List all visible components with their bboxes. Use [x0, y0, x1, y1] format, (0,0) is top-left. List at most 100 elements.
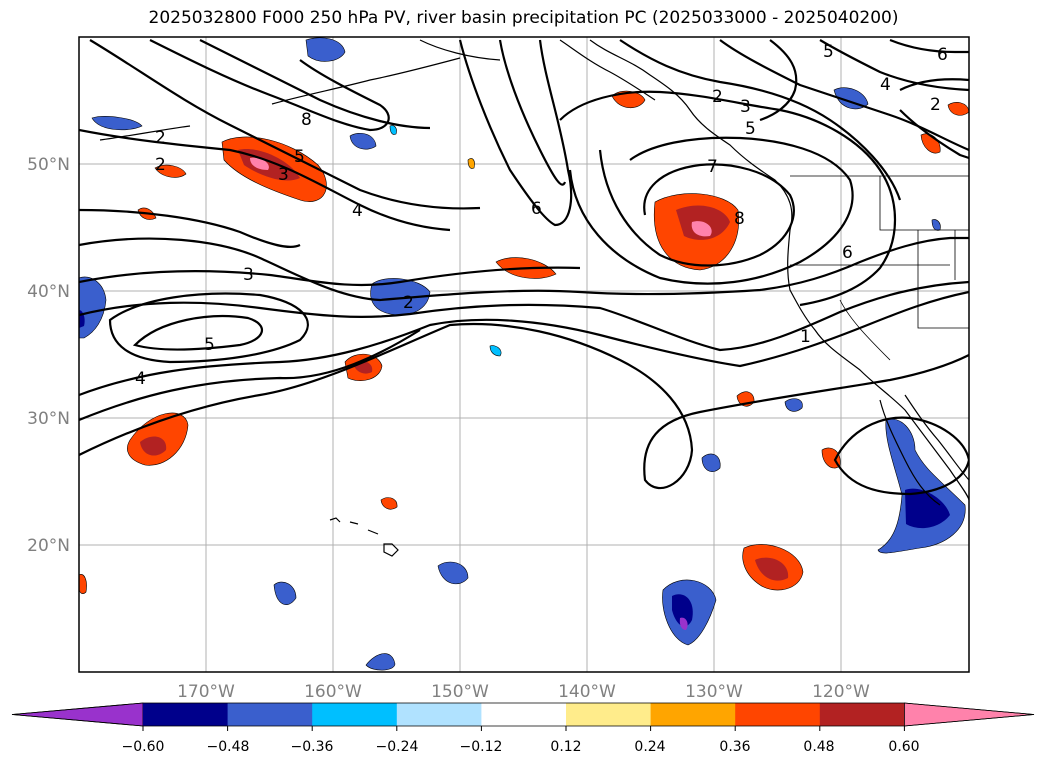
colorbar [11, 702, 1035, 731]
pv-contour [79, 266, 581, 287]
contour-label: 5 [294, 147, 305, 167]
lon-label: 140°W [558, 682, 616, 702]
precip-blob-neg [833, 87, 869, 110]
precip-blob-neg [349, 133, 377, 150]
pv-contour [199, 39, 431, 130]
aleutian-islands [99, 57, 461, 141]
pv-contour [568, 136, 854, 285]
precip-blob-pos [755, 557, 789, 581]
latitude-labels: 20°N 30°N 40°N 50°N [27, 155, 70, 556]
precip-blob-neg [905, 488, 950, 529]
colorbar-segment [819, 703, 905, 726]
pv-contour [89, 39, 481, 210]
pv-contour [598, 149, 795, 267]
lon-label: 170°W [177, 682, 235, 702]
colorbar-segment [143, 703, 229, 726]
pv-contour [132, 315, 264, 351]
pv-contour [889, 38, 969, 54]
precip-blob-pos [154, 164, 187, 178]
colorbar-segment [227, 703, 313, 726]
colorbar-extend-min [11, 702, 144, 727]
contour-label: 8 [301, 110, 312, 130]
contour-label: 2 [155, 155, 166, 175]
lat-label: 20°N [27, 536, 70, 556]
gulf-of-california-coast [904, 394, 969, 481]
pv-contour [79, 128, 451, 232]
contour-label: 3 [740, 97, 751, 117]
colorbar-segment [312, 703, 398, 726]
map-frame [78, 36, 970, 673]
pv-contour [619, 39, 902, 201]
pv-contour [498, 39, 567, 186]
pv-contour [819, 39, 969, 92]
pv-contour [559, 90, 896, 307]
colorbar-ticks: −0.60 −0.48 −0.36 −0.24 −0.12 0.12 0.24 … [122, 739, 920, 755]
precip-blob-pos [691, 221, 712, 237]
precip-blob-neg [701, 453, 721, 472]
pv-contour [79, 290, 969, 397]
colorbar-tick-label: −0.60 [122, 739, 165, 755]
lon-label: 120°W [812, 682, 870, 702]
pv-contour [149, 39, 390, 132]
pv-contour [458, 39, 573, 227]
precip-blob-neg [389, 125, 397, 135]
colorbar-tick-label: 0.36 [719, 739, 750, 755]
contour-label: 2 [403, 293, 414, 313]
contour-labels: 1 2 2 2 2 2 3 3 3 4 4 4 5 5 5 5 6 6 6 7 … [135, 42, 948, 389]
colorbar-segment [396, 703, 482, 726]
pv-contour [108, 292, 309, 364]
contour-label: 3 [278, 165, 289, 185]
contour-label: 1 [800, 327, 811, 347]
precip-blob-neg [679, 617, 688, 630]
colorbar-tick-label: −0.36 [291, 739, 334, 755]
contour-label: 4 [880, 75, 891, 95]
longitude-labels: 170°W 160°W 150°W 140°W 130°W 120°W [177, 682, 870, 702]
colorbar-segment [735, 703, 821, 726]
contour-label: 6 [531, 199, 542, 219]
precip-blob-neg [784, 398, 803, 412]
precip-blob-pos [611, 90, 646, 109]
lat-label: 50°N [27, 155, 70, 175]
contour-label: 4 [352, 201, 363, 221]
colorbar-segment [481, 703, 567, 726]
contour-label: 8 [734, 209, 745, 229]
colorbar-tick-label: 0.60 [888, 739, 919, 755]
pv-contour [79, 329, 421, 422]
precip-blob-neg [370, 278, 431, 316]
precip-blob-pos [947, 102, 969, 116]
figure-title: 2025032800 F000 250 hPa PV, river basin … [148, 8, 899, 28]
pv-contour [759, 39, 798, 122]
colorbar-tick-label: −0.12 [460, 739, 503, 755]
lon-label: 130°W [685, 682, 743, 702]
precip-blob-neg [305, 37, 346, 62]
precip-blob-neg [672, 594, 693, 627]
contour-label: 2 [930, 95, 941, 115]
precip-blob-neg [273, 581, 297, 605]
pv-contour [719, 39, 969, 152]
colorbar-tick-label: 0.48 [803, 739, 834, 755]
contour-label: 2 [712, 87, 723, 107]
precip-blob-neg [437, 561, 469, 585]
precip-blob-neg [365, 653, 396, 671]
pv-contour [79, 236, 969, 302]
colorbar-tick-label: −0.48 [207, 739, 250, 755]
baja-california-coast [879, 399, 941, 506]
contour-label: 6 [937, 45, 948, 65]
lon-label: 160°W [304, 682, 362, 702]
contour-label: 5 [823, 42, 834, 62]
colorbar-extend-max [904, 702, 1035, 727]
precip-blob-neg [91, 116, 143, 131]
lon-label: 150°W [431, 682, 489, 702]
contour-label: 2 [155, 128, 166, 148]
contour-label: 5 [204, 335, 215, 355]
precip-blob-pos [140, 436, 167, 456]
contour-label: 4 [135, 369, 146, 389]
colorbar-tick-label: −0.24 [376, 739, 419, 755]
contour-label: 7 [707, 157, 718, 177]
precip-blob-neg [489, 345, 502, 357]
pv-contour [79, 208, 301, 248]
lat-label: 40°N [27, 282, 70, 302]
precip-blob-pos [467, 158, 475, 169]
precip-blob-pos [380, 497, 398, 510]
